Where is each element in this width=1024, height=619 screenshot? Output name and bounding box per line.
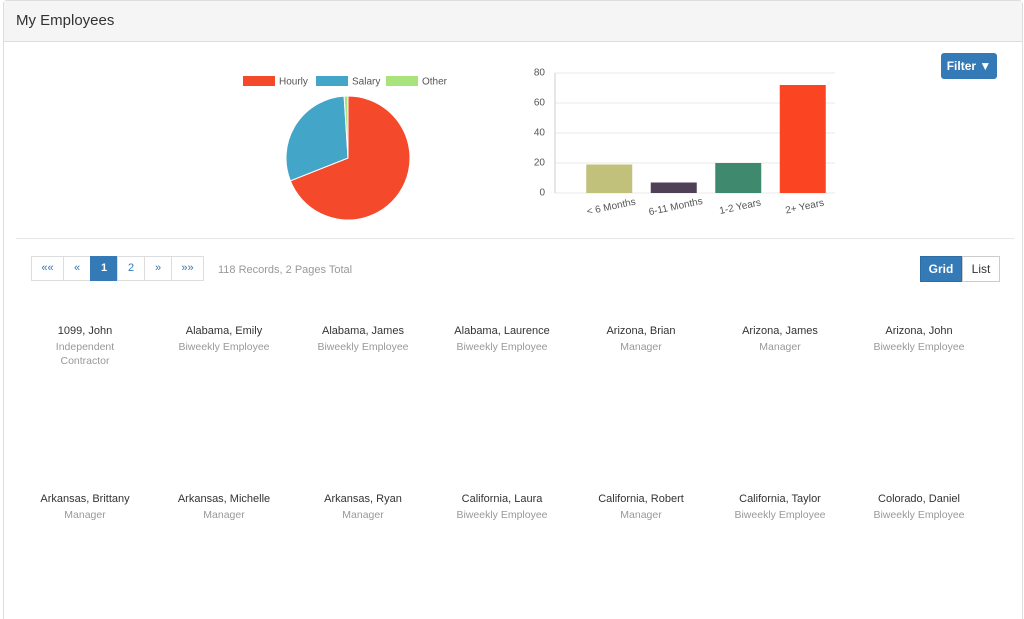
employee-name: Arizona, Brian (606, 325, 676, 337)
title: My Employees (16, 12, 115, 29)
employee-role: Biweekly Employee (456, 509, 548, 521)
employee-name: California, Taylor (739, 493, 821, 505)
employee-name: California, Laura (461, 493, 543, 505)
employee-card[interactable]: Alabama, Laurence Biweekly Employee (442, 318, 562, 354)
employee-card[interactable]: Arkansas, Ryan Manager (303, 486, 423, 522)
legend-label: Salary (352, 77, 380, 88)
employee-role: Manager (64, 509, 106, 521)
legend-swatch (316, 76, 348, 86)
bar (586, 164, 633, 193)
filter-label: Filter (946, 59, 977, 73)
bar (715, 163, 762, 193)
employee-name: 1099, John (57, 325, 113, 337)
employee-card[interactable]: Arizona, Brian Manager (581, 318, 701, 354)
employee-card[interactable]: Arkansas, Michelle Manager (164, 486, 284, 522)
employee-name: Alabama, Laurence (454, 325, 550, 337)
employee-role: Biweekly Employee (456, 341, 548, 353)
employee-card[interactable]: 1099, John Independent Contractor (25, 318, 145, 368)
records-summary: 118 Records, 2 Pages Total (218, 264, 353, 276)
page-button[interactable]: 1 (90, 256, 118, 281)
employee-card[interactable]: Arkansas, Brittany Manager (25, 486, 145, 522)
employee-name: Arkansas, Michelle (177, 493, 271, 505)
employee-name: Arizona, John (885, 325, 953, 337)
employee-card[interactable]: California, Laura Biweekly Employee (442, 486, 562, 522)
separator (16, 238, 1014, 239)
panel: My Employees (3, 0, 1023, 619)
employee-role: Biweekly Employee (873, 341, 965, 353)
y-tick-label: 60 (534, 98, 546, 109)
page-button[interactable]: 2 (117, 256, 145, 281)
employee-role: Biweekly Employee (873, 509, 965, 521)
charts: Hourly Salary Other 0 20 40 60 80 < 6 Months 6-11… (243, 68, 835, 221)
employee-card[interactable]: Colorado, Daniel Biweekly Employee (859, 486, 979, 522)
y-tick-label: 20 (534, 158, 546, 169)
page-button[interactable]: «« (31, 256, 64, 281)
employee-role: Biweekly Employee (317, 341, 409, 353)
employee-role: Manager (620, 509, 662, 521)
x-tick-label: < 6 Months (586, 197, 637, 218)
pie-slice (289, 95, 411, 221)
page-button[interactable]: » (144, 256, 172, 281)
employee-role: Biweekly Employee (734, 509, 826, 521)
employee-name: Colorado, Daniel (878, 493, 960, 505)
employee-card[interactable]: Arizona, James Manager (720, 318, 840, 354)
legend-label: Other (422, 77, 448, 88)
bar (650, 182, 697, 193)
y-tick-label: 40 (534, 128, 546, 139)
y-tick-label: 0 (539, 188, 545, 199)
employee-role: Manager (620, 341, 662, 353)
view-toggle: Grid List (920, 256, 1000, 282)
employee-role: Biweekly Employee (178, 341, 270, 353)
x-tick-label: 1-2 Years (718, 197, 762, 217)
employee-name: California, Robert (598, 493, 684, 505)
pagination: «« «1 2»»» (31, 256, 204, 281)
employee-role: Manager (759, 341, 801, 353)
panel-header: My Employees (4, 1, 1022, 42)
employee-name: Arizona, James (742, 325, 818, 337)
bar (779, 85, 826, 193)
y-tick-label: 80 (534, 68, 546, 79)
pie-slice (343, 95, 349, 159)
employee-card[interactable]: Alabama, James Biweekly Employee (303, 318, 423, 354)
employee-name: Arkansas, Brittany (40, 493, 130, 505)
employee-name: Alabama, Emily (185, 325, 263, 337)
employee-card[interactable]: Alabama, Emily Biweekly Employee (164, 318, 284, 354)
view-button[interactable]: List (962, 256, 1000, 282)
x-tick-label: 6-11 Months (648, 196, 704, 218)
page-button[interactable]: »» (171, 256, 204, 281)
legend-swatch (243, 76, 275, 86)
employee-card[interactable]: Arizona, John Biweekly Employee (859, 318, 979, 354)
employee-name: Alabama, James (322, 325, 404, 337)
employee-name: Arkansas, Ryan (324, 493, 402, 505)
x-tick-label: 2+ Years (784, 198, 825, 217)
legend-swatch (386, 76, 418, 86)
page-button[interactable]: « (63, 256, 91, 281)
employee-role: Manager (203, 509, 245, 521)
pie-slice (285, 95, 349, 182)
employee-role: Manager (342, 509, 384, 521)
view-button[interactable]: Grid (920, 256, 962, 282)
employee-role: Independent Contractor (55, 341, 115, 367)
filter-button[interactable]: Filter ▼ (941, 53, 997, 79)
employee-card[interactable]: California, Robert Manager (581, 486, 701, 522)
legend-label: Hourly (279, 77, 308, 88)
employee-card[interactable]: California, Taylor Biweekly Employee (720, 486, 840, 522)
